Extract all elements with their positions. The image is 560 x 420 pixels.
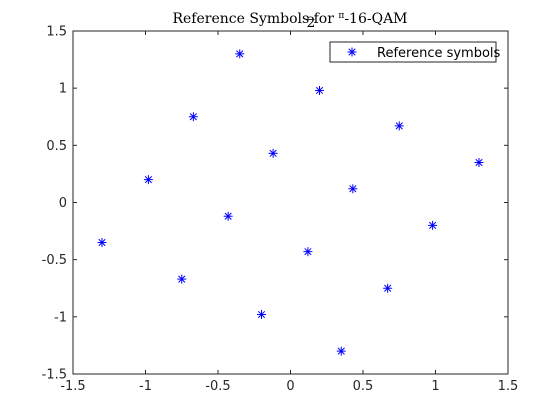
- x-tick-label: 1: [431, 379, 439, 394]
- x-tick-label: 1.5: [498, 379, 519, 394]
- y-tick-label: -1.5: [42, 368, 67, 383]
- data-point: [394, 121, 404, 131]
- data-point: [315, 85, 324, 95]
- chart-title-prefix: Reference Symbols for: [172, 11, 338, 27]
- x-tick-label: 0.5: [353, 379, 374, 394]
- data-point: [143, 175, 153, 185]
- chart-title: Reference Symbols for π-16-QAM: [172, 11, 407, 27]
- data-point: [348, 184, 358, 194]
- x-tick-label: -0.5: [205, 379, 230, 394]
- data-point: [97, 238, 107, 248]
- y-tick-label: 0: [59, 196, 67, 211]
- chart-title-fraction-denominator: 2: [307, 15, 316, 31]
- data-point: [336, 346, 346, 356]
- legend-box: [329, 41, 497, 63]
- data-point: [235, 49, 245, 59]
- chart-title-fraction-numerator: π: [338, 11, 344, 21]
- data-point: [177, 274, 187, 284]
- axes-box: [72, 30, 509, 375]
- y-tick-label: -1: [54, 310, 67, 325]
- data-point: [188, 112, 198, 122]
- data-point: [383, 283, 393, 293]
- legend-label: Reference symbols: [377, 46, 501, 61]
- data-point: [223, 211, 233, 221]
- axes-background: [72, 30, 509, 375]
- legend-marker-star: [347, 47, 357, 57]
- y-tick-label: 0.5: [46, 139, 67, 154]
- y-tick-label: -0.5: [42, 253, 67, 268]
- y-tick-label: 1: [59, 82, 67, 97]
- data-point: [257, 310, 266, 320]
- y-tick-label: 1.5: [46, 25, 67, 40]
- data-point: [474, 157, 484, 167]
- data-point: [428, 220, 438, 230]
- x-tick-label: 0: [286, 379, 294, 394]
- legend-marker: [347, 47, 357, 57]
- data-points: [97, 49, 484, 356]
- legend: Reference symbols: [329, 41, 501, 63]
- chart-title-suffix: -16-QAM: [344, 11, 407, 27]
- data-point: [268, 148, 278, 158]
- x-tick-label: -1: [139, 379, 152, 394]
- data-point: [303, 247, 313, 257]
- axis-ticks: -1.5 -1 -0.5 0 0.5 1 1.5 -1.5 -1 -0.5 0 0.5 1 1.5: [42, 25, 519, 395]
- x-tick-label: -1.5: [60, 379, 85, 394]
